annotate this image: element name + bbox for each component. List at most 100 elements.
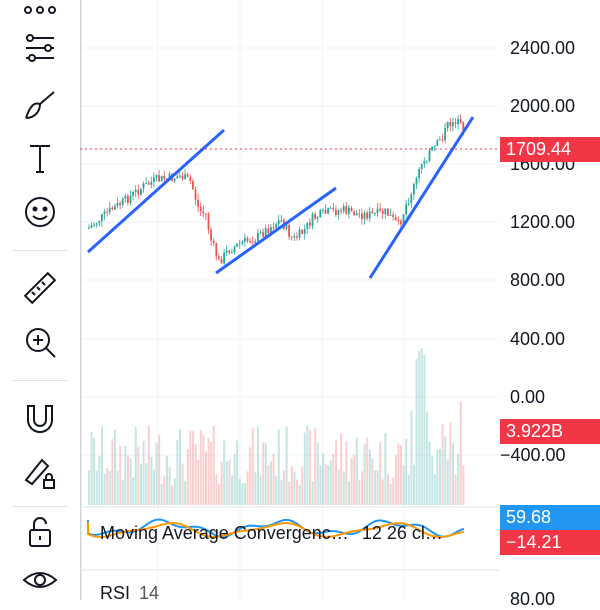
volume-bar [106, 468, 109, 505]
volume-bar [384, 432, 387, 505]
volume-bar [277, 429, 280, 505]
candle-body [285, 224, 288, 229]
volume-bar [410, 410, 413, 505]
rsi-legend[interactable]: RSI 14 [100, 583, 159, 604]
volume-bar [363, 443, 366, 505]
candle-body [366, 212, 368, 219]
candle-body [379, 208, 381, 211]
volume-bar [397, 443, 400, 505]
volume-bar [459, 401, 462, 505]
candle-body [420, 164, 423, 170]
candle-body [272, 227, 275, 229]
volume-bar [233, 454, 236, 505]
candle-body [342, 206, 345, 212]
volume-bar [246, 471, 249, 505]
candle-body [186, 174, 189, 177]
drawing-toolbar [0, 0, 80, 600]
candle-body [140, 188, 142, 195]
candle-body [134, 189, 137, 192]
volume-bar [376, 470, 379, 505]
volume-bar [327, 465, 330, 505]
candle-body [267, 228, 270, 234]
macd-signal-line [87, 521, 465, 539]
volume-bar [392, 477, 395, 505]
candle-body [129, 195, 132, 203]
volume-bar [205, 451, 207, 505]
candle-body [93, 224, 95, 226]
volume-bar [431, 455, 434, 505]
candle-body [215, 243, 218, 257]
volume-bar [358, 479, 361, 505]
emoji-icon[interactable] [18, 190, 62, 234]
volume-bar [285, 426, 288, 505]
candle-body [98, 221, 101, 224]
candle-body [168, 173, 171, 179]
volume-bar [127, 455, 129, 505]
volume-bar [280, 479, 283, 505]
volume-bar [251, 428, 254, 505]
volume-bar [319, 465, 322, 505]
volume-bar [150, 456, 153, 505]
price-chart-canvas[interactable] [80, 0, 600, 600]
candle-body [176, 176, 179, 179]
volume-bar [124, 446, 127, 505]
volume-bar [108, 471, 111, 505]
volume-bar [176, 439, 179, 505]
candle-body [311, 213, 314, 226]
indicators-icon[interactable] [18, 26, 62, 70]
candle-body [350, 207, 353, 212]
macd-params: 12 26 cl… [361, 523, 443, 543]
eye-icon[interactable] [18, 558, 62, 602]
volume-bar [353, 455, 356, 505]
volume-bar [137, 446, 140, 505]
candle-body [449, 122, 452, 127]
volume-bar [332, 454, 335, 505]
trendline-1[interactable] [86, 128, 226, 254]
volume-bar [314, 428, 317, 505]
candle-body [374, 213, 376, 215]
trendline-2[interactable] [215, 186, 337, 275]
more-dots-icon[interactable] [18, 0, 62, 32]
volume-bar [288, 481, 291, 505]
lock-drawing-icon[interactable] [18, 450, 62, 494]
candle-body [423, 161, 426, 165]
volume-bar [400, 445, 402, 505]
candle-body [301, 229, 303, 234]
candle-body [257, 232, 259, 242]
chart-area[interactable]: 2400.00 2000.00 1600.00 1200.00 800.00 4… [80, 0, 600, 609]
volume-bar [241, 483, 244, 505]
volume-bar [322, 453, 324, 505]
volume-bar [98, 455, 101, 505]
volume-bar [415, 358, 418, 505]
volume-bar [173, 478, 176, 505]
candle-body [340, 210, 342, 212]
brush-icon[interactable] [18, 82, 62, 126]
candle-body [441, 139, 444, 141]
candle-body [244, 237, 246, 242]
candle-body [407, 203, 410, 205]
volume-bar [335, 440, 337, 505]
candle-body [361, 213, 363, 220]
volume-bar [95, 470, 98, 505]
candle-body [95, 223, 98, 225]
candle-body [90, 225, 93, 228]
candle-body [114, 205, 116, 210]
macd-legend[interactable]: Moving Average Convergenc… 12 26 cl… [100, 523, 443, 544]
volume-axis-label: 400.00 [510, 329, 566, 349]
ruler-icon[interactable] [18, 266, 62, 310]
trendline-3[interactable] [368, 116, 475, 279]
volume-bar [428, 441, 431, 505]
candle-body [309, 222, 311, 226]
candle-body [387, 208, 389, 216]
candle-body [329, 207, 332, 209]
candle-body [119, 202, 121, 205]
volume-bar [293, 472, 296, 505]
candle-body [397, 220, 400, 222]
text-icon[interactable] [18, 136, 62, 180]
candle-body [189, 176, 192, 182]
unlock-icon[interactable] [18, 510, 62, 554]
zoom-in-icon[interactable] [18, 320, 62, 364]
magnet-icon[interactable] [18, 396, 62, 440]
candle-body [199, 206, 202, 212]
candle-body [298, 229, 301, 238]
